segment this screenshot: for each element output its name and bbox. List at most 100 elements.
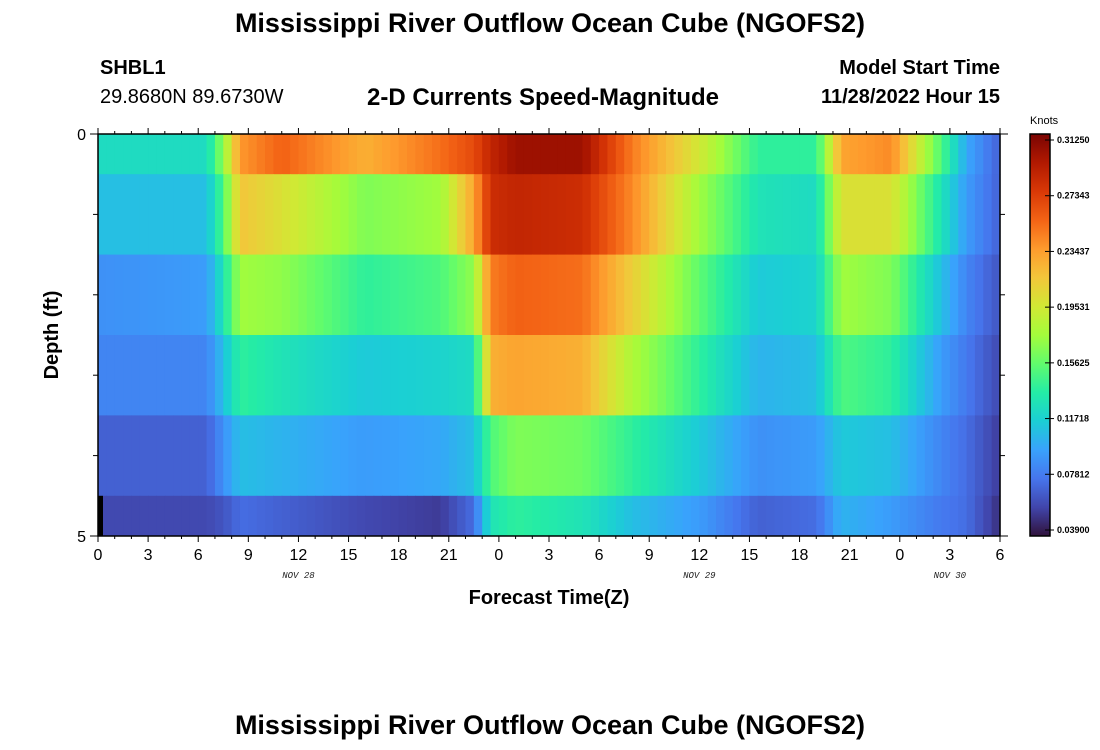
heatmap-cell bbox=[448, 134, 458, 175]
heatmap-cell bbox=[916, 495, 926, 537]
heatmap-cell bbox=[949, 174, 959, 255]
heatmap-cell bbox=[716, 495, 725, 537]
heatmap-cell bbox=[273, 495, 283, 537]
heatmap-cell bbox=[156, 254, 166, 336]
heatmap-cell bbox=[941, 415, 951, 497]
heatmap-cell bbox=[824, 134, 834, 175]
heatmap-cell bbox=[632, 415, 642, 497]
heatmap-cell bbox=[448, 174, 458, 255]
heatmap-cell bbox=[482, 254, 492, 336]
heatmap-cell bbox=[565, 415, 575, 497]
heatmap-cell bbox=[198, 495, 208, 537]
heatmap-cell bbox=[807, 134, 817, 175]
heatmap-cell bbox=[373, 495, 383, 537]
heatmap-cell bbox=[590, 335, 600, 416]
heatmap-cell bbox=[699, 134, 709, 175]
heatmap-cell bbox=[849, 134, 859, 175]
heatmap-cell bbox=[532, 134, 542, 175]
heatmap-cell bbox=[657, 254, 667, 336]
heatmap-cell bbox=[315, 134, 325, 175]
heatmap-cell bbox=[649, 254, 659, 336]
heatmap-cell bbox=[749, 415, 759, 497]
heatmap-cell bbox=[256, 415, 266, 497]
heatmap-cell bbox=[473, 134, 483, 175]
heatmap-cell bbox=[98, 254, 107, 336]
heatmap-cell bbox=[816, 495, 826, 537]
heatmap-cell bbox=[273, 254, 283, 336]
heatmap-cell bbox=[899, 254, 909, 336]
heatmap-cell bbox=[465, 335, 475, 416]
heatmap-cell bbox=[891, 134, 901, 175]
heatmap-cell bbox=[356, 174, 366, 255]
heatmap-cell bbox=[407, 134, 416, 175]
heatmap-cell bbox=[290, 134, 300, 175]
heatmap-cell bbox=[774, 254, 784, 336]
heatmap-cell bbox=[766, 134, 776, 175]
heatmap-cell bbox=[298, 495, 308, 537]
heatmap-cell bbox=[749, 134, 759, 175]
heatmap-cell bbox=[465, 415, 475, 497]
heatmap-cell bbox=[273, 415, 283, 497]
heatmap-cell bbox=[891, 335, 901, 416]
heatmap-cell bbox=[181, 415, 191, 497]
heatmap-cell bbox=[749, 495, 759, 537]
x-tick-label: 12 bbox=[690, 547, 708, 564]
heatmap-cell bbox=[557, 254, 567, 336]
next-chart-title: Mississippi River Outflow Ocean Cube (NG… bbox=[234, 710, 866, 740]
heatmap-cell bbox=[565, 495, 575, 537]
heatmap-cell bbox=[665, 254, 675, 336]
heatmap-cell bbox=[114, 495, 124, 537]
heatmap-cell bbox=[933, 174, 943, 255]
heatmap-cell bbox=[607, 174, 617, 255]
heatmap-cell bbox=[340, 134, 350, 175]
heatmap-cell bbox=[724, 415, 734, 497]
heatmap-cell bbox=[373, 134, 383, 175]
heatmap-cell bbox=[348, 134, 358, 175]
heatmap-cell bbox=[774, 134, 784, 175]
heatmap-cell bbox=[223, 335, 233, 416]
station-id: SHBL1 bbox=[100, 57, 166, 79]
heatmap-cell bbox=[331, 174, 341, 255]
heatmap-cell bbox=[782, 174, 792, 255]
heatmap-cell bbox=[415, 134, 425, 175]
heatmap-cell bbox=[181, 335, 191, 416]
heatmap-cell bbox=[340, 174, 350, 255]
heatmap-cell bbox=[874, 134, 884, 175]
heatmap-cell bbox=[465, 174, 475, 255]
heatmap-cell bbox=[398, 254, 408, 336]
heatmap-cell bbox=[924, 415, 934, 497]
heatmap-cell bbox=[665, 415, 675, 497]
heatmap-cell bbox=[632, 174, 642, 255]
heatmap-cell bbox=[139, 254, 149, 336]
heatmap-cell bbox=[315, 415, 325, 497]
heatmap-cell bbox=[148, 134, 158, 175]
heatmap-cell bbox=[866, 134, 876, 175]
heatmap-cell bbox=[473, 174, 483, 255]
heatmap-cell bbox=[841, 134, 851, 175]
model-start-label: Model Start Time bbox=[839, 57, 1000, 79]
heatmap-cell bbox=[690, 254, 700, 336]
heatmap-cell bbox=[724, 134, 734, 175]
heatmap-cell bbox=[348, 335, 358, 416]
heatmap-cell bbox=[791, 415, 801, 497]
heatmap-cell bbox=[189, 174, 199, 255]
heatmap-cell bbox=[515, 134, 525, 175]
heatmap-cell bbox=[983, 415, 993, 497]
heatmap-cell bbox=[791, 335, 801, 416]
heatmap-cell bbox=[899, 495, 909, 537]
heatmap-cell bbox=[732, 415, 742, 497]
y-tick-label: 5 bbox=[77, 529, 86, 546]
heatmap-cell bbox=[490, 415, 500, 497]
heatmap-cell bbox=[574, 495, 584, 537]
heatmap-cell bbox=[256, 174, 266, 255]
heatmap-cell bbox=[599, 254, 609, 336]
heatmap-cell bbox=[231, 254, 241, 336]
x-axis-label: Forecast Time(Z) bbox=[469, 587, 630, 609]
heatmap-cell bbox=[356, 415, 366, 497]
x-tick-label: 6 bbox=[996, 547, 1005, 564]
heatmap-cell bbox=[390, 415, 400, 497]
heatmap-cell bbox=[248, 254, 258, 336]
heatmap-cell bbox=[381, 254, 391, 336]
heatmap-cell bbox=[239, 254, 249, 336]
